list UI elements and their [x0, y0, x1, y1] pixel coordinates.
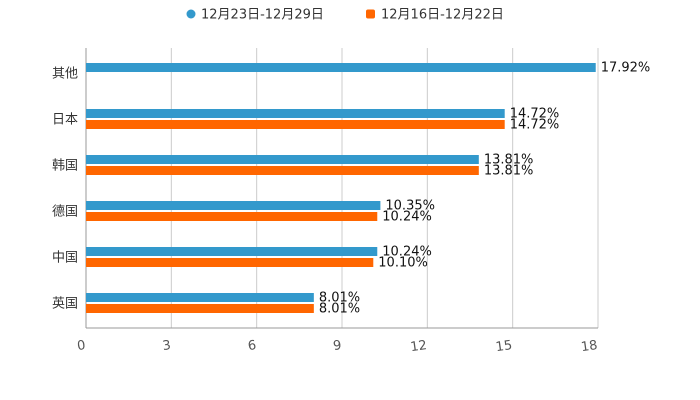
x-axis-ticks: 0 3 6 9 12 15 18 [76, 338, 598, 355]
data-label: 10.24% [382, 210, 432, 225]
x-tick-label: 6 [247, 338, 257, 354]
bar-series-1-1[interactable] [86, 109, 505, 118]
bar-series-1-0[interactable] [86, 63, 596, 72]
data-label: 8.01% [319, 291, 360, 306]
legend-marker-series-1[interactable] [186, 9, 196, 19]
legend-marker-series-2[interactable] [366, 9, 375, 19]
x-tick-label: 15 [495, 338, 513, 355]
data-label: 14.72% [510, 118, 560, 133]
category-label: 韩国 [52, 159, 78, 174]
grid-lines [85, 48, 599, 329]
data-label: 10.35% [385, 199, 435, 214]
bar-series-2-2[interactable] [86, 166, 479, 175]
data-label: 14.72% [510, 107, 560, 122]
bar-series-1-3[interactable] [86, 201, 381, 210]
x-tick-label: 18 [580, 338, 598, 355]
data-label: 17.92% [601, 61, 651, 76]
category-label: 日本 [52, 113, 78, 128]
bar-series-2-5[interactable] [86, 304, 314, 313]
data-labels: 17.92%14.72%14.72%13.81%13.81%10.35%10.2… [319, 61, 650, 317]
bar-series-1-5[interactable] [86, 293, 314, 302]
category-label: 德国 [52, 205, 78, 220]
data-label: 8.01% [319, 302, 360, 317]
bar-series-1-2[interactable] [86, 155, 479, 164]
bar-series-2-4[interactable] [86, 258, 374, 267]
x-tick-label: 3 [162, 338, 172, 354]
data-label: 10.10% [378, 256, 428, 271]
x-tick-label: 0 [76, 338, 86, 354]
data-label: 13.81% [484, 153, 534, 168]
data-label: 13.81% [484, 164, 534, 179]
bars [86, 63, 596, 313]
x-tick-label: 12 [409, 338, 427, 355]
bar-series-2-3[interactable] [86, 212, 378, 221]
legend-label-series-2[interactable]: 12月16日-12月22日 [381, 8, 504, 23]
category-label: 中国 [52, 251, 78, 266]
category-label: 其他 [52, 67, 78, 82]
x-tick-label: 9 [332, 338, 342, 354]
legend: 12月23日-12月29日 12月16日-12月22日 [186, 8, 504, 23]
bar-series-2-1[interactable] [86, 120, 505, 129]
data-label: 10.24% [382, 245, 432, 260]
category-label: 英国 [52, 297, 78, 312]
legend-label-series-1[interactable]: 12月23日-12月29日 [201, 8, 324, 23]
bar-series-1-4[interactable] [86, 247, 378, 256]
